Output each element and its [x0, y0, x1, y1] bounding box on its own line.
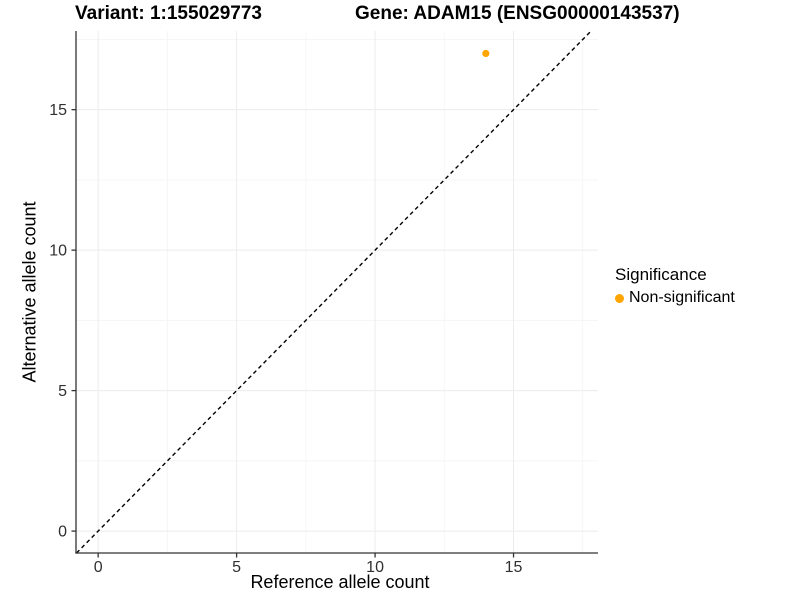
legend-title: Significance: [615, 265, 707, 284]
x-axis-title: Reference allele count: [250, 572, 430, 592]
y-tick-label: 15: [49, 102, 67, 119]
legend-entry: Non-significant: [615, 289, 735, 307]
data-point: [482, 49, 490, 58]
y-tick-label: 10: [49, 243, 67, 260]
legend: Significance Non-significant: [615, 265, 735, 307]
plot-title-gene: Gene: ADAM15 (ENSG00000143537): [355, 3, 680, 24]
y-tick-label: 0: [58, 524, 67, 541]
x-tick-label: 0: [94, 559, 103, 576]
legend-point-icon: [615, 293, 624, 303]
y-axis-title: Alternative allele count: [19, 201, 40, 383]
x-tick-label: 15: [505, 559, 523, 576]
x-tick-label: 5: [232, 559, 241, 576]
y-tick-label: 5: [58, 383, 67, 400]
plot-title-variant: Variant: 1:155029773: [75, 3, 262, 24]
legend-entry-label: Non-significant: [629, 289, 735, 306]
x-tick-label: 10: [366, 559, 384, 576]
